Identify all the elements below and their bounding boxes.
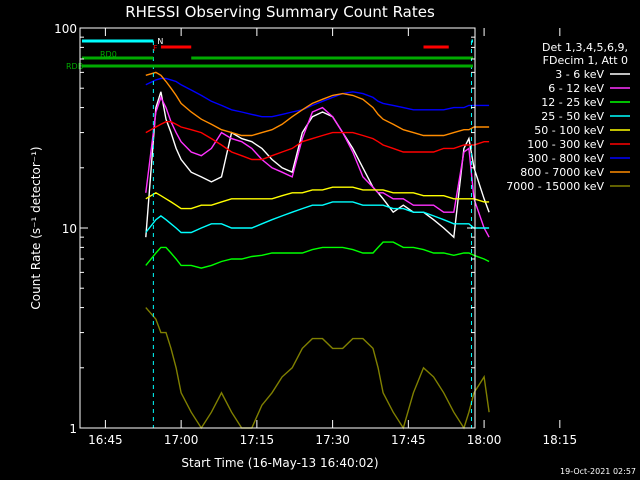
legend-label: 7000 - 15000 keV	[506, 180, 604, 193]
legend: Det 1,3,4,5,6,9,FDecim 1, Att 03 - 6 keV…	[506, 41, 630, 193]
series-line-9	[145, 307, 490, 430]
rd0-label: RD0	[100, 50, 117, 59]
legend-label: 6 - 12 keV	[548, 82, 604, 95]
axis-layer: 16:45 17:00 17:15 17:30 17:45 18:00 18:15 1 10 10…	[54, 22, 577, 447]
night-label: N	[157, 37, 163, 46]
x-axis-label: Start Time (16-May-13 16:40:02)	[181, 456, 378, 470]
legend-label: 100 - 300 keV	[527, 138, 604, 151]
series-line-2	[145, 95, 490, 238]
legend-header: Det 1,3,4,5,6,9,	[542, 41, 628, 54]
legend-label: 12 - 25 keV	[541, 96, 604, 109]
legend-label: 50 - 100 keV	[534, 124, 604, 137]
chart-title: RHESSI Observing Summary Count Rates	[125, 3, 435, 21]
rdb-label: RDB	[66, 62, 83, 71]
series-line-6	[145, 120, 490, 161]
legend-label: 3 - 6 keV	[555, 68, 604, 81]
x-tick-label: 18:15	[543, 433, 578, 447]
series-line-5	[145, 186, 490, 210]
series-line-7	[145, 77, 490, 118]
series-line-4	[145, 201, 490, 234]
x-tick-label: 17:15	[240, 433, 275, 447]
series-line-3	[145, 241, 490, 269]
series-layer	[145, 71, 490, 430]
x-tick-label: 17:30	[315, 433, 350, 447]
x-tick-label: 16:45	[88, 433, 123, 447]
legend-header: FDecim 1, Att 0	[543, 54, 628, 67]
series-line-8	[145, 71, 490, 137]
overlay-layer: NF RD0 RDB	[66, 37, 473, 428]
series-line-1	[145, 91, 490, 239]
x-tick-label: 17:00	[164, 433, 199, 447]
y-tick-label: 100	[54, 22, 77, 36]
flare-label: F	[153, 44, 158, 53]
x-tick-label: 18:00	[467, 433, 502, 447]
y-axis-label: Count Rate (s⁻¹ detector⁻¹)	[29, 146, 43, 309]
timestamp: 19-Oct-2021 02:57	[560, 467, 636, 476]
y-tick-label: 1	[69, 422, 77, 436]
x-tick-label: 17:45	[391, 433, 426, 447]
legend-label: 25 - 50 keV	[541, 110, 604, 123]
legend-label: 300 - 800 keV	[527, 152, 604, 165]
legend-label: 800 - 7000 keV	[520, 166, 604, 179]
y-tick-label: 10	[62, 222, 77, 236]
